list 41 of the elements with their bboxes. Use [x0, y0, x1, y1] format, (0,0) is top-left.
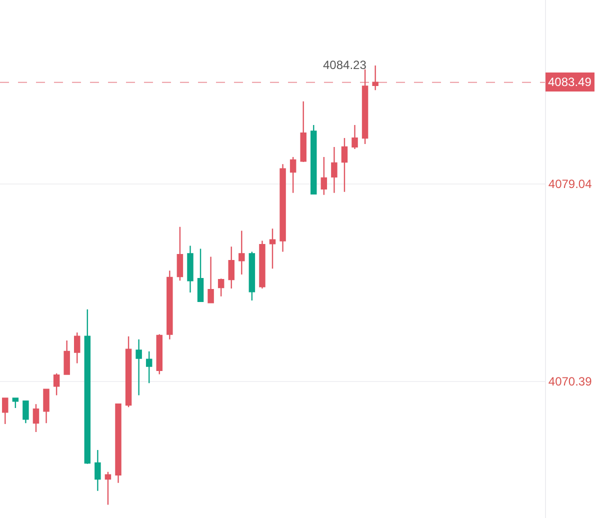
annotation: 4084.23 [323, 58, 367, 72]
candlestick [94, 449, 101, 492]
candlestick [187, 245, 194, 294]
candlestick [228, 246, 234, 290]
candlestick [115, 404, 122, 484]
candlestick [310, 124, 317, 195]
candlestick [64, 340, 70, 375]
candlestick [74, 332, 80, 364]
candlestick [146, 350, 152, 384]
candlestick [176, 226, 184, 282]
candlestick [2, 398, 8, 425]
candlestick [280, 163, 286, 252]
candlestick [248, 251, 256, 302]
candlestick [331, 146, 338, 194]
candlestick [290, 156, 296, 194]
candlestick [372, 64, 378, 91]
candlestick [32, 404, 40, 433]
candlestick [166, 270, 173, 340]
candlestick [238, 230, 245, 276]
candlestick [43, 388, 50, 424]
candlestick [320, 156, 328, 196]
candlestick [125, 336, 132, 408]
candlestick [22, 400, 29, 424]
candlestick [259, 240, 266, 290]
candlestick [156, 334, 163, 375]
candlestick [53, 372, 60, 396]
candlestick [218, 278, 224, 298]
candlestick [197, 248, 204, 302]
candlestick [84, 308, 91, 465]
candlestick [341, 137, 348, 193]
y-tick-label: 4070.39 [548, 374, 592, 389]
candlestick [352, 124, 358, 150]
candlestick [362, 68, 368, 145]
candlestick [208, 256, 214, 304]
candlestick [136, 338, 142, 396]
candlestick [12, 398, 19, 409]
ref-line-label: 4083.49 [548, 75, 592, 89]
candlestick [104, 471, 112, 506]
y-tick-label: 4079.04 [548, 177, 592, 192]
candlestick [269, 228, 276, 270]
candlestick [300, 100, 306, 163]
